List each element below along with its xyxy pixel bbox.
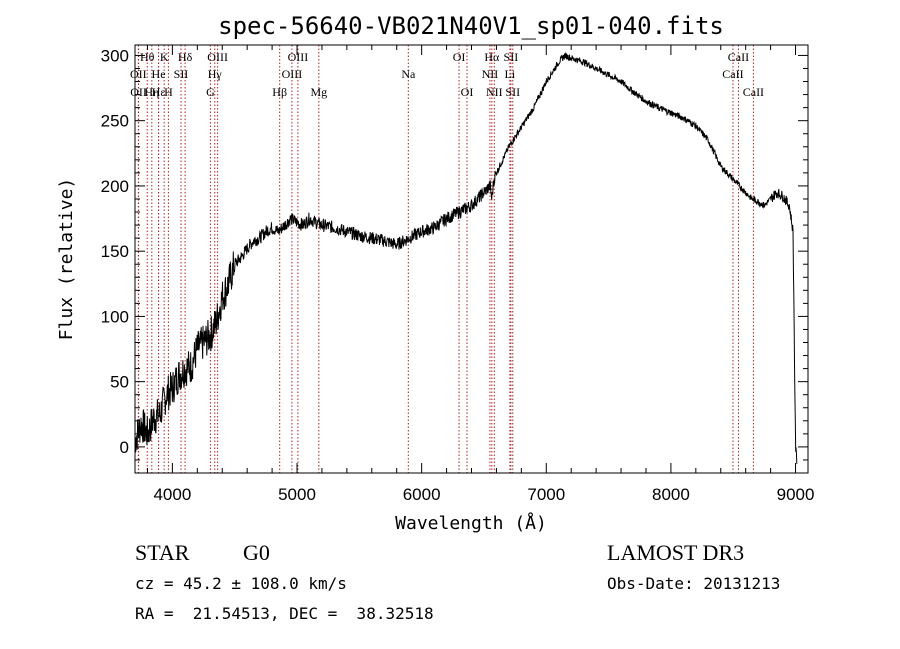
line-label-11: Hγ [208, 67, 223, 81]
line-label-19: OI [461, 85, 474, 99]
line-label-8: SII [174, 67, 189, 81]
line-label-23: SII [504, 50, 519, 64]
x-tick-label-4000: 4000 [153, 485, 191, 504]
line-label-6: K [160, 50, 169, 64]
x-axis-label: Wavelength (Å) [395, 512, 547, 534]
spectrum-series [134, 52, 798, 464]
spectral-line-markers [137, 45, 754, 473]
line-label-14: OIII [282, 67, 303, 81]
line-label-16: Mg [310, 85, 327, 99]
line-label-20: Hα [484, 50, 500, 64]
axis-ticks: 4000 5000 6000 7000 8000 9000 0 50 100 150 200 250 3… [101, 45, 815, 504]
x-tick-label-9000: 9000 [777, 485, 815, 504]
line-label-21: NII [482, 67, 499, 81]
line-label-24: Li [505, 67, 516, 81]
line-label-26: CaII [728, 50, 749, 64]
series-flux [134, 52, 798, 464]
line-label-17: Na [401, 67, 416, 81]
line-label-0: Hθ [140, 50, 155, 64]
survey-label: LAMOST DR3 [607, 540, 745, 565]
line-label-22: NII [486, 85, 503, 99]
line-label-3: Hε [152, 85, 166, 99]
y-tick-label-50: 50 [110, 373, 129, 392]
line-label-2: OII [130, 85, 147, 99]
line-label-10: OIII [207, 50, 228, 64]
line-label-4: He [152, 67, 166, 81]
y-axis-label: Flux (relative) [56, 178, 77, 341]
chart-title: spec-56640-VB021N40V1_sp01-040.fits [218, 12, 724, 40]
y-tick-label-100: 100 [101, 307, 129, 326]
ra-dec-text: RA = 21.54513, DEC = 38.32518 [135, 604, 434, 623]
y-tick-label-300: 300 [101, 46, 129, 65]
y-tick-label-0: 0 [120, 438, 129, 457]
y-tick-label-150: 150 [101, 242, 129, 261]
subclass-label: G0 [243, 540, 270, 565]
line-label-12: G [206, 85, 215, 99]
line-label-1: OII [130, 67, 147, 81]
x-tick-label-6000: 6000 [403, 485, 441, 504]
y-tick-label-200: 200 [101, 177, 129, 196]
line-label-5: Hη [144, 85, 159, 99]
x-tick-label-8000: 8000 [652, 485, 690, 504]
line-label-15: OIII [288, 50, 309, 64]
y-tick-label-250: 250 [101, 112, 129, 131]
obs-date-text: Obs-Date: 20131213 [607, 574, 781, 593]
line-label-13: Hβ [272, 85, 287, 99]
line-label-7: H [164, 85, 173, 99]
line-label-18: OI [453, 50, 466, 64]
x-tick-label-5000: 5000 [278, 485, 316, 504]
line-label-25: SII [505, 85, 520, 99]
x-tick-label-7000: 7000 [527, 485, 565, 504]
line-label-28: CaII [743, 85, 764, 99]
line-label-27: CaII [722, 67, 743, 81]
class-label: STAR [135, 540, 190, 565]
line-label-9: Hδ [178, 50, 193, 64]
redshift-text: cz = 45.2 ± 108.0 km/s [135, 574, 347, 593]
